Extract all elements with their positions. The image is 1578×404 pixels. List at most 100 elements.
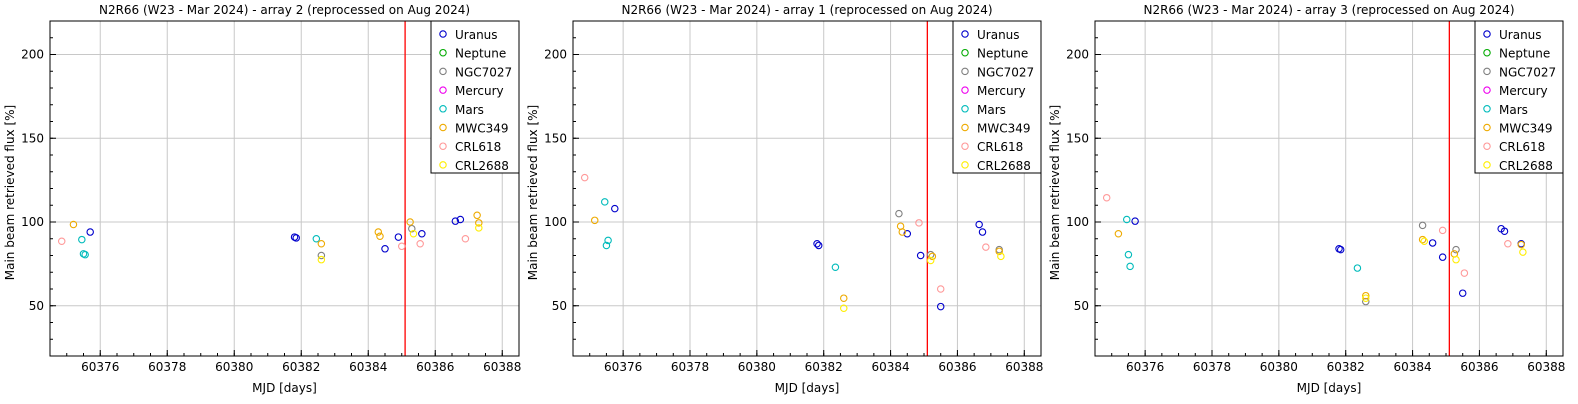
data-point <box>1438 226 1447 235</box>
legend-entry-label: CRL618 <box>977 140 1023 154</box>
data-point <box>374 228 383 236</box>
legend-marker <box>961 30 969 38</box>
data-point <box>1418 221 1427 230</box>
data-point <box>1452 245 1460 254</box>
data-point <box>461 235 470 243</box>
data-point <box>601 198 609 206</box>
data-point <box>916 251 925 260</box>
legend-entry-label: NGC7027 <box>977 65 1034 79</box>
series-mwc349 <box>69 211 483 248</box>
data-point <box>590 216 599 225</box>
x-tick-label: 60384 <box>871 360 909 374</box>
data-point <box>57 237 66 246</box>
data-point <box>1124 250 1133 259</box>
x-tick-label: 60376 <box>1126 360 1164 374</box>
x-tick-label: 60378 <box>148 360 186 374</box>
legend-entry-label: Neptune <box>977 47 1028 61</box>
legend-entry-label: CRL2688 <box>977 159 1031 173</box>
legend-entry-label: CRL618 <box>455 140 501 154</box>
series-crl618 <box>57 235 470 251</box>
legend-entry-label: MWC349 <box>455 122 509 136</box>
data-point <box>995 247 1003 256</box>
legend-marker <box>1483 30 1491 38</box>
data-point <box>928 252 937 261</box>
data-point <box>1438 253 1447 261</box>
legend-marker <box>439 30 447 38</box>
data-point <box>78 235 86 244</box>
legend-entry-label: MWC349 <box>1499 122 1553 136</box>
x-tick-label: 60378 <box>671 360 709 374</box>
data-point <box>982 243 990 251</box>
x-tick-label: 60386 <box>416 360 454 374</box>
data-point <box>1420 237 1429 246</box>
chart-title: N2R66 (W23 - Mar 2024) - array 2 (reproc… <box>99 3 470 17</box>
legend-marker <box>1483 123 1491 132</box>
legend-entry-label: CRL2688 <box>1499 159 1553 173</box>
series-mars <box>78 235 321 259</box>
legend-entry-label: Uranus <box>977 28 1020 42</box>
data-point <box>895 209 903 218</box>
legend-marker <box>1483 67 1491 76</box>
data-point <box>604 236 612 245</box>
y-tick-label: 150 <box>21 131 44 145</box>
series-crl2688 <box>317 224 483 264</box>
axes-frame <box>1094 20 1564 357</box>
y-tick-label: 200 <box>1066 48 1089 62</box>
y-tick-label: 200 <box>544 48 567 62</box>
data-point <box>926 256 935 265</box>
legend-entry-label: Mars <box>1499 103 1528 117</box>
y-tick-label: 50 <box>29 299 44 313</box>
series-mars <box>601 198 840 271</box>
y-tick-label: 100 <box>21 215 44 229</box>
x-tick-label: 60382 <box>282 360 320 374</box>
x-tick-label: 60380 <box>215 360 253 374</box>
x-tick-label: 60388 <box>1005 360 1043 374</box>
data-point <box>1336 245 1345 254</box>
legend-marker <box>1483 161 1491 169</box>
data-point <box>813 240 821 248</box>
data-point <box>1460 269 1469 277</box>
data-point <box>1428 239 1437 247</box>
legend-marker <box>961 67 969 76</box>
data-point <box>394 233 403 241</box>
data-point <box>1131 217 1139 225</box>
data-point <box>1500 227 1509 235</box>
data-point <box>903 229 912 238</box>
data-point <box>1458 289 1467 297</box>
legend-entry-label: NGC7027 <box>1499 65 1556 79</box>
data-point <box>416 240 424 248</box>
data-point <box>397 242 406 251</box>
x-tick-label: 60388 <box>483 360 521 374</box>
legend-marker <box>439 86 447 94</box>
legend-marker <box>439 48 447 57</box>
legend: Uranus Neptune NGC7027 Mercury Mars MWC349 CRL… <box>952 20 1042 174</box>
y-tick-label: 50 <box>552 299 567 313</box>
data-point <box>602 241 611 250</box>
series-ngc7027 <box>317 224 416 260</box>
legend-entry-label: Mars <box>455 103 484 117</box>
chart-panel-2: 60376 60378 60380 60382 60384 60386 60388 50 100… <box>526 3 1043 395</box>
data-point <box>1362 294 1370 302</box>
axes-frame <box>49 20 520 357</box>
legend-marker <box>439 67 447 76</box>
legend-marker <box>961 86 969 94</box>
data-point <box>406 218 414 226</box>
data-point <box>1504 240 1512 248</box>
legend-entry-label: MWC349 <box>977 122 1031 136</box>
data-point <box>936 285 945 293</box>
x-tick-label: 60382 <box>805 360 843 374</box>
x-tick-label: 60380 <box>738 360 776 374</box>
chart-title: N2R66 (W23 - Mar 2024) - array 3 (reproc… <box>1143 3 1514 17</box>
y-axis-label: Main beam retrieved flux [%] <box>3 105 17 281</box>
x-axis-label: MJD [days] <box>1297 381 1362 395</box>
data-point <box>975 220 983 229</box>
data-point <box>451 217 460 225</box>
data-point <box>86 228 94 236</box>
legend-entry-label: Uranus <box>455 28 498 42</box>
chart-title: N2R66 (W23 - Mar 2024) - array 1 (reproc… <box>621 3 992 17</box>
legend: Uranus Neptune NGC7027 Mercury Mars MWC349 CRL… <box>1474 20 1564 174</box>
x-tick-label: 60376 <box>81 360 119 374</box>
data-point <box>69 220 78 229</box>
data-point <box>814 241 823 250</box>
